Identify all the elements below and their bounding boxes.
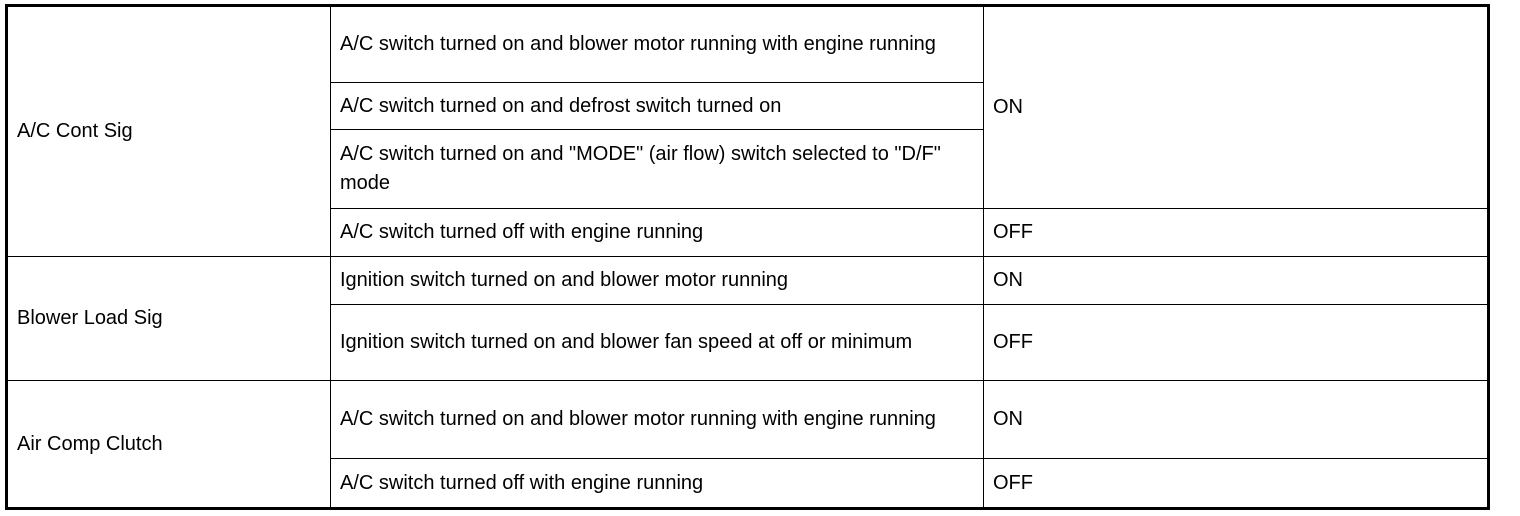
value-cell: OFF — [983, 208, 1489, 257]
table-row: A/C Cont Sig A/C switch turned on and bl… — [6, 5, 1489, 257]
condition-cell: A/C switch turned on and blower motor ru… — [330, 380, 984, 459]
condition-cell: Ignition switch turned on and blower fan… — [330, 304, 984, 381]
signal-name: A/C Cont Sig — [6, 5, 331, 257]
value-cell: OFF — [983, 304, 1489, 381]
value-cell: OFF — [983, 458, 1489, 509]
value-cell: ON — [983, 380, 1489, 459]
signal-table: A/C Cont Sig A/C switch turned on and bl… — [5, 4, 1490, 510]
value-cell: ON — [983, 5, 1489, 209]
table-row: A/C switch turned off with engine runnin… — [7, 208, 1489, 257]
signal-name: Blower Load Sig — [6, 256, 331, 381]
condition-cell: A/C switch turned off with engine runnin… — [330, 458, 984, 509]
condition-cell: A/C switch turned off with engine runnin… — [330, 208, 984, 257]
signal-name: Air Comp Clutch — [6, 380, 331, 509]
table-row: Ignition switch turned on and blower fan… — [7, 304, 1489, 381]
condition-cell: A/C switch turned on and defrost switch … — [330, 82, 984, 130]
table-row: A/C switch turned off with engine runnin… — [7, 458, 1489, 509]
table-row: Air Comp Clutch A/C switch turned on and… — [6, 380, 1489, 509]
condition-cell: A/C switch turned on and blower motor ru… — [330, 5, 984, 83]
condition-cell: A/C switch turned on and "MODE" (air flo… — [330, 129, 984, 209]
condition-cell: Ignition switch turned on and blower mot… — [330, 256, 984, 305]
table-row: A/C switch turned on and defrost switch … — [7, 82, 1489, 130]
value-cell: ON — [983, 256, 1489, 305]
table-row: A/C switch turned on and "MODE" (air flo… — [7, 129, 1489, 209]
table-row: Blower Load Sig Ignition switch turned o… — [6, 256, 1489, 381]
